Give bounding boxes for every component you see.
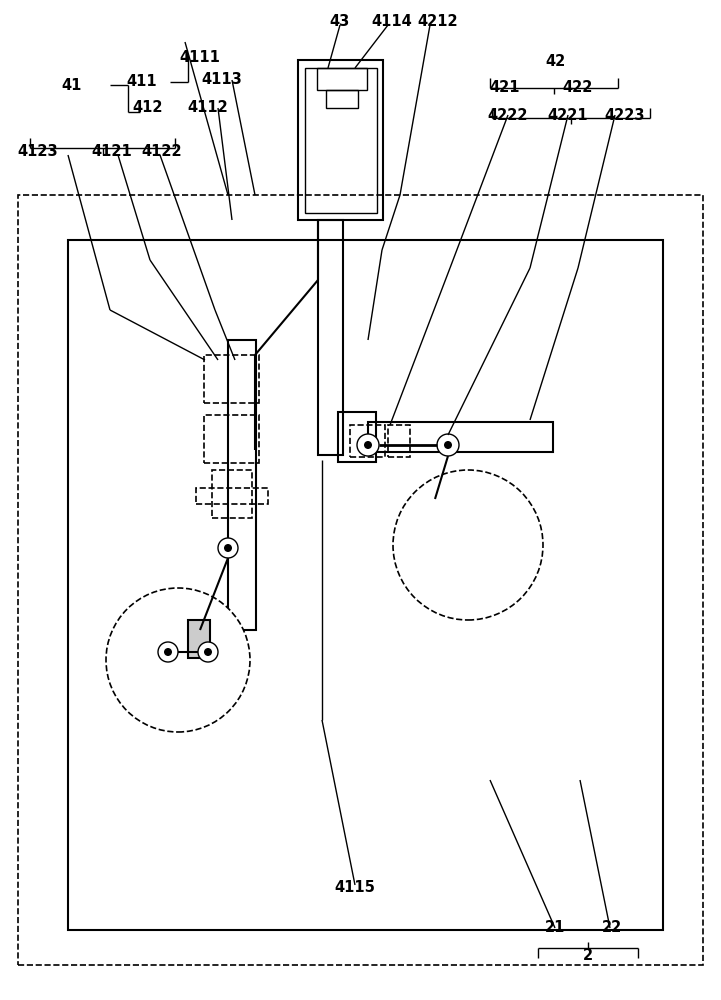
Circle shape <box>106 588 250 732</box>
Bar <box>68 240 663 930</box>
Text: 4221: 4221 <box>548 107 588 122</box>
Text: 4121: 4121 <box>92 144 133 159</box>
Bar <box>388 425 410 457</box>
Bar <box>228 340 256 630</box>
Bar <box>188 620 210 658</box>
Circle shape <box>424 499 446 521</box>
Circle shape <box>158 642 178 662</box>
Text: 4123: 4123 <box>18 144 58 159</box>
Text: 4115: 4115 <box>335 880 376 896</box>
Bar <box>204 355 259 403</box>
Text: 422: 422 <box>563 81 593 96</box>
Circle shape <box>444 441 452 449</box>
Circle shape <box>218 538 238 558</box>
Circle shape <box>224 544 232 552</box>
Text: 411: 411 <box>127 75 157 90</box>
Text: 4122: 4122 <box>142 144 182 159</box>
Bar <box>18 195 703 965</box>
Bar <box>368 422 553 452</box>
Text: 4223: 4223 <box>605 107 645 122</box>
Bar <box>350 425 385 457</box>
Text: 4113: 4113 <box>202 73 242 88</box>
Text: 42: 42 <box>545 54 565 70</box>
Text: 4112: 4112 <box>187 101 229 115</box>
Bar <box>338 412 376 462</box>
Bar <box>212 470 252 518</box>
Circle shape <box>204 648 212 656</box>
Text: 43: 43 <box>330 14 350 29</box>
Text: 41: 41 <box>62 78 82 93</box>
Circle shape <box>431 506 439 514</box>
Text: 21: 21 <box>545 920 565 936</box>
Text: 4212: 4212 <box>417 14 459 29</box>
Circle shape <box>198 642 218 662</box>
Text: 4114: 4114 <box>371 14 412 29</box>
Text: 4111: 4111 <box>180 50 221 66</box>
Bar <box>305 68 377 213</box>
Bar <box>326 90 358 108</box>
Text: 421: 421 <box>490 81 521 96</box>
Text: 412: 412 <box>133 101 163 115</box>
Circle shape <box>364 441 372 449</box>
Circle shape <box>164 648 172 656</box>
Bar <box>317 68 367 90</box>
Circle shape <box>437 434 459 456</box>
Text: 22: 22 <box>602 920 622 936</box>
Circle shape <box>357 434 379 456</box>
Bar <box>298 60 383 220</box>
Bar <box>204 415 259 463</box>
Bar <box>196 488 268 504</box>
Text: 2: 2 <box>583 948 593 962</box>
Bar <box>318 220 343 455</box>
Circle shape <box>393 470 543 620</box>
Text: 4222: 4222 <box>487 107 528 122</box>
